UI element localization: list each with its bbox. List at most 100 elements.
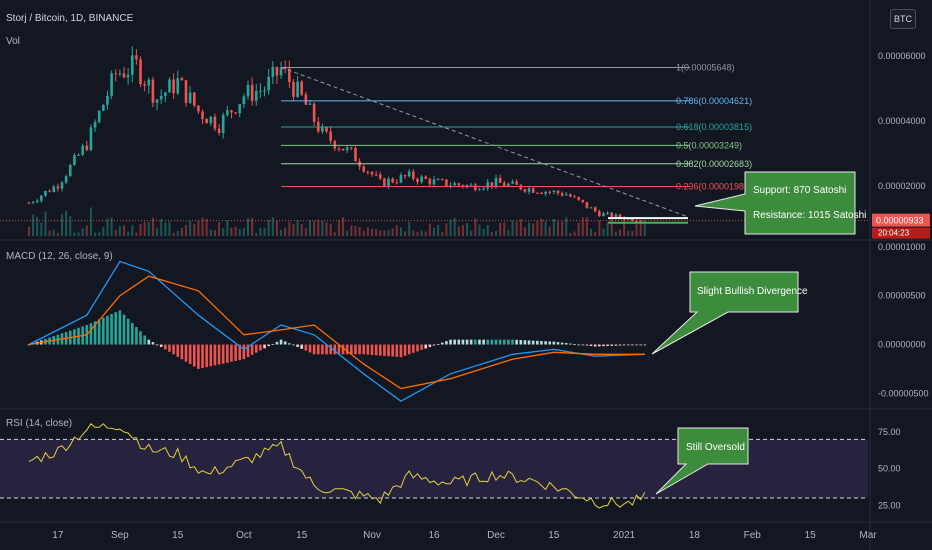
macd-histogram-bar (151, 342, 155, 345)
volume-bar (164, 222, 167, 236)
volume-bar (478, 224, 481, 236)
macd-histogram-bar (552, 341, 556, 345)
candle-body (172, 79, 175, 94)
macd-histogram-bar (89, 323, 93, 345)
macd-histogram-bar (27, 344, 31, 346)
candle-body (556, 190, 560, 194)
volume-bar (110, 217, 113, 236)
macd-histogram-bar (246, 344, 250, 358)
macd-histogram-bar (643, 344, 647, 346)
macd-histogram-bar (184, 344, 188, 362)
macd-histogram-bar (527, 340, 531, 345)
x-tick-label: 15 (296, 530, 308, 541)
candle-body (350, 147, 353, 149)
candle-body (77, 154, 80, 156)
candle-body (511, 181, 514, 184)
last-price-label: 0.00000933 (876, 216, 924, 226)
macd-histogram-bar (312, 344, 316, 355)
volume-bar (540, 218, 543, 236)
candle-body (564, 194, 568, 196)
macd-histogram-bar (221, 344, 225, 364)
x-tick-label: 15 (548, 530, 560, 541)
volume-bar (635, 219, 638, 236)
currency-button[interactable]: BTC (890, 9, 916, 29)
volume-bar (482, 229, 485, 236)
candle-body (614, 214, 618, 218)
candle-body (234, 112, 237, 114)
candle-body (68, 164, 72, 177)
candle-body (97, 110, 101, 122)
macd-tick-label: 0.00000000 (878, 340, 926, 350)
volume-bar (52, 229, 55, 236)
candle-body (502, 182, 506, 186)
volume-bar (362, 230, 365, 236)
fib-level-label: 0.236(0.00001983) (676, 182, 752, 192)
macd-histogram-bar (626, 344, 630, 346)
volume-bar (623, 220, 626, 236)
candle-body (618, 214, 622, 218)
macd-histogram-bar (469, 339, 473, 345)
macd-histogram-bar (164, 344, 167, 350)
volume-bar (247, 218, 249, 236)
macd-histogram-bar (453, 339, 456, 345)
macd-histogram-bar (436, 344, 440, 345)
candle-body (300, 81, 304, 95)
macd-histogram-bar (449, 339, 452, 345)
candle-body (250, 84, 254, 101)
sr-callout-resistance: Resistance: 1015 Satoshi (753, 210, 866, 221)
volume-bar (358, 226, 361, 236)
macd-histogram-bar (387, 344, 390, 357)
x-tick-label: 16 (428, 530, 440, 541)
volume-bar (296, 219, 299, 236)
candle-body (395, 182, 399, 184)
candle-body (602, 213, 605, 217)
macd-histogram-bar (639, 344, 642, 346)
candle-body (325, 127, 328, 132)
volume-bar (127, 231, 130, 236)
volume-bar (523, 227, 526, 236)
macd-histogram-bar (461, 339, 465, 345)
volume-bar (176, 230, 179, 236)
volume-label: Vol (6, 36, 20, 47)
x-tick-label: Oct (236, 530, 252, 541)
candle-body (635, 220, 638, 222)
candle-body (296, 81, 299, 97)
volume-bar (590, 228, 593, 236)
macd-histogram-bar (523, 340, 527, 345)
macd-histogram-bar (362, 344, 366, 355)
candle-body (312, 103, 316, 122)
macd-histogram-bar (424, 344, 428, 349)
macd-histogram-bar (271, 343, 275, 345)
macd-histogram-bar (172, 344, 175, 355)
volume-bar (585, 217, 588, 236)
candle-body (593, 207, 597, 212)
macd-histogram-bar (254, 344, 258, 353)
volume-bar (404, 231, 407, 236)
macd-histogram-bar (610, 344, 614, 346)
macd-histogram-bar (494, 339, 498, 345)
volume-bar (346, 231, 349, 236)
rsi-tick-label: 50.00 (878, 464, 901, 474)
candle-body (321, 127, 324, 132)
macd-histogram-bar (300, 344, 304, 349)
candle-body (527, 188, 531, 192)
candle-body (89, 127, 93, 151)
macd-histogram-bar (114, 312, 118, 345)
volume-bar (515, 221, 518, 236)
volume-bar (321, 221, 324, 236)
candle-body (589, 207, 593, 209)
candle-body (461, 185, 465, 187)
candle-body (102, 104, 105, 111)
macd-histogram-bar (350, 344, 353, 355)
macd-histogram-bar (188, 344, 192, 365)
volume-bar (379, 230, 382, 236)
volume-bar (507, 229, 510, 236)
volume-bar (56, 232, 59, 236)
candle-body (383, 178, 386, 186)
candle-body (374, 174, 378, 176)
volume-bar (577, 222, 580, 236)
volume-bar (69, 216, 72, 236)
macd-histogram-bar (275, 341, 279, 345)
volume-bar (205, 218, 208, 236)
volume-bar (614, 231, 617, 236)
